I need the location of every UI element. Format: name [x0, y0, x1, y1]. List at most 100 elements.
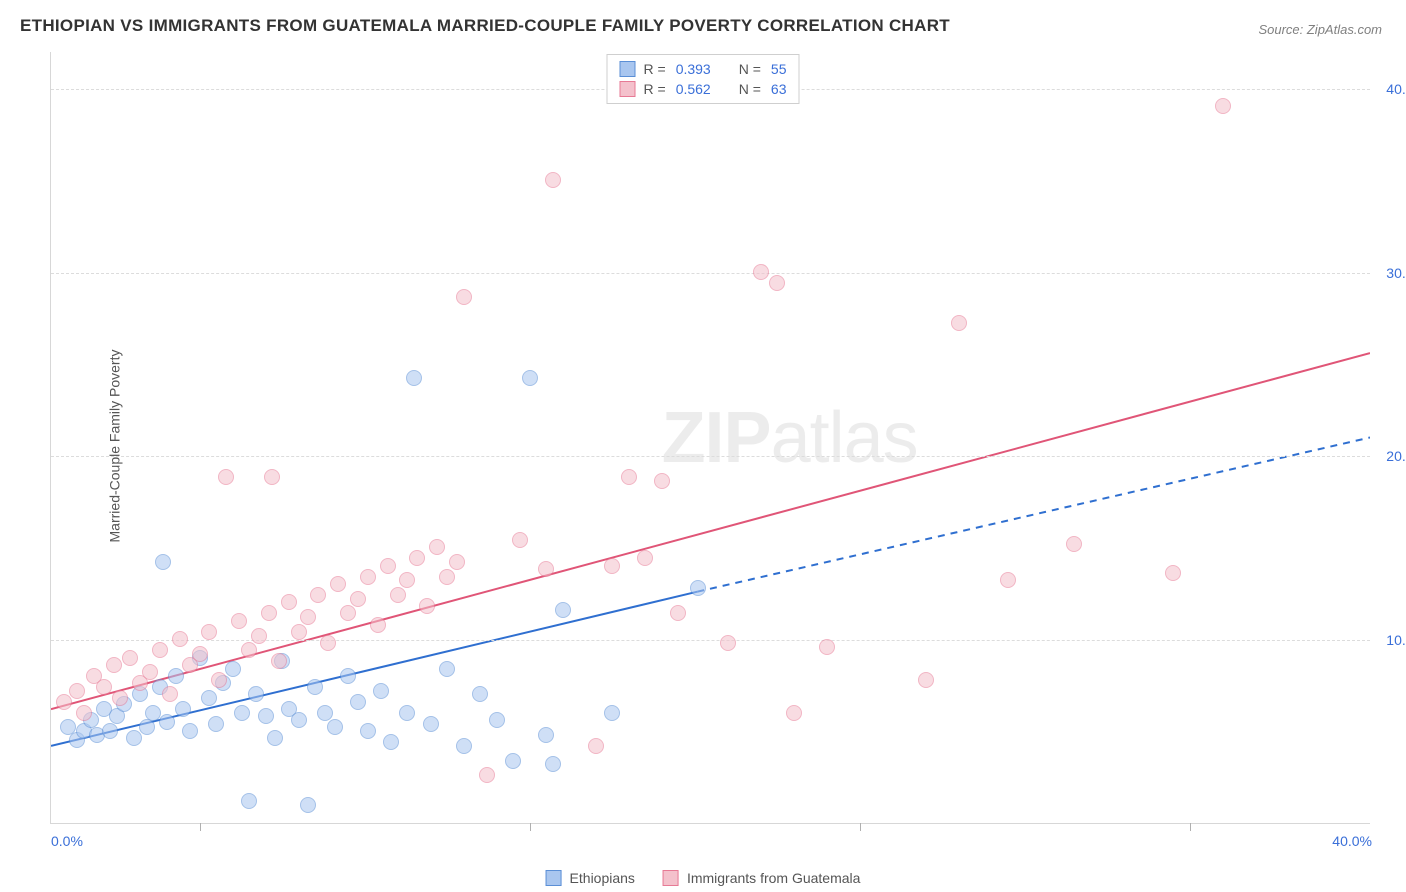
- data-point: [112, 690, 128, 706]
- data-point: [670, 605, 686, 621]
- data-point: [234, 705, 250, 721]
- legend-swatch: [620, 61, 636, 77]
- data-point: [690, 580, 706, 596]
- legend-n-value: 63: [771, 81, 787, 97]
- data-point: [1066, 536, 1082, 552]
- y-tick-label: 30.0%: [1386, 265, 1406, 281]
- data-point: [456, 738, 472, 754]
- data-point: [439, 661, 455, 677]
- data-point: [409, 550, 425, 566]
- data-point: [918, 672, 934, 688]
- data-point: [241, 793, 257, 809]
- data-point: [126, 730, 142, 746]
- data-point: [545, 172, 561, 188]
- data-point: [350, 591, 366, 607]
- data-point: [538, 561, 554, 577]
- data-point: [522, 370, 538, 386]
- data-point: [225, 661, 241, 677]
- data-point: [753, 264, 769, 280]
- data-point: [201, 624, 217, 640]
- legend-swatch: [663, 870, 679, 886]
- data-point: [390, 587, 406, 603]
- data-point: [373, 683, 389, 699]
- data-point: [281, 594, 297, 610]
- data-point: [360, 723, 376, 739]
- data-point: [545, 756, 561, 772]
- data-point: [423, 716, 439, 732]
- legend-label: Immigrants from Guatemala: [687, 870, 861, 886]
- data-point: [175, 701, 191, 717]
- data-point: [168, 668, 184, 684]
- data-point: [456, 289, 472, 305]
- legend-correlation: R =0.393N =55R =0.562N =63: [607, 54, 800, 104]
- data-point: [159, 714, 175, 730]
- data-point: [241, 642, 257, 658]
- data-point: [1000, 572, 1016, 588]
- data-point: [172, 631, 188, 647]
- data-point: [951, 315, 967, 331]
- x-max-label: 40.0%: [1332, 833, 1372, 849]
- data-point: [291, 712, 307, 728]
- data-point: [370, 617, 386, 633]
- data-point: [291, 624, 307, 640]
- data-point: [142, 664, 158, 680]
- data-point: [231, 613, 247, 629]
- data-point: [340, 668, 356, 684]
- legend-item: Ethiopians: [546, 870, 635, 886]
- data-point: [300, 609, 316, 625]
- data-point: [102, 723, 118, 739]
- watermark-bold: ZIP: [662, 398, 771, 478]
- data-point: [1165, 565, 1181, 581]
- data-point: [538, 727, 554, 743]
- legend-n-value: 55: [771, 61, 787, 77]
- data-point: [604, 558, 620, 574]
- data-point: [264, 469, 280, 485]
- data-point: [261, 605, 277, 621]
- data-point: [654, 473, 670, 489]
- data-point: [439, 569, 455, 585]
- data-point: [271, 653, 287, 669]
- legend-r-value: 0.393: [676, 61, 711, 77]
- plot-area: ZIPatlas 0.0% 40.0% 10.0%20.0%30.0%40.0%: [50, 52, 1370, 824]
- data-point: [182, 723, 198, 739]
- trend-line-extrapolated: [697, 438, 1370, 592]
- data-point: [472, 686, 488, 702]
- data-point: [399, 572, 415, 588]
- data-point: [399, 705, 415, 721]
- legend-r-label: R =: [644, 81, 666, 97]
- data-point: [489, 712, 505, 728]
- data-point: [218, 469, 234, 485]
- gridline-h: [51, 640, 1370, 641]
- data-point: [419, 598, 435, 614]
- data-point: [139, 719, 155, 735]
- y-tick-label: 20.0%: [1386, 448, 1406, 464]
- source-label: Source: ZipAtlas.com: [1258, 22, 1382, 37]
- x-tick: [530, 823, 531, 831]
- chart-title: ETHIOPIAN VS IMMIGRANTS FROM GUATEMALA M…: [20, 16, 950, 36]
- data-point: [1215, 98, 1231, 114]
- y-tick-label: 10.0%: [1386, 632, 1406, 648]
- data-point: [350, 694, 366, 710]
- data-point: [555, 602, 571, 618]
- x-min-label: 0.0%: [51, 833, 83, 849]
- data-point: [588, 738, 604, 754]
- data-point: [106, 657, 122, 673]
- data-point: [192, 646, 208, 662]
- data-point: [769, 275, 785, 291]
- data-point: [637, 550, 653, 566]
- data-point: [258, 708, 274, 724]
- data-point: [621, 469, 637, 485]
- data-point: [340, 605, 356, 621]
- data-point: [300, 797, 316, 813]
- data-point: [819, 639, 835, 655]
- gridline-h: [51, 456, 1370, 457]
- data-point: [267, 730, 283, 746]
- data-point: [360, 569, 376, 585]
- data-point: [320, 635, 336, 651]
- data-point: [56, 694, 72, 710]
- watermark: ZIPatlas: [662, 397, 918, 479]
- legend-swatch: [546, 870, 562, 886]
- y-tick-label: 40.0%: [1386, 81, 1406, 97]
- data-point: [479, 767, 495, 783]
- legend-n-label: N =: [739, 61, 761, 77]
